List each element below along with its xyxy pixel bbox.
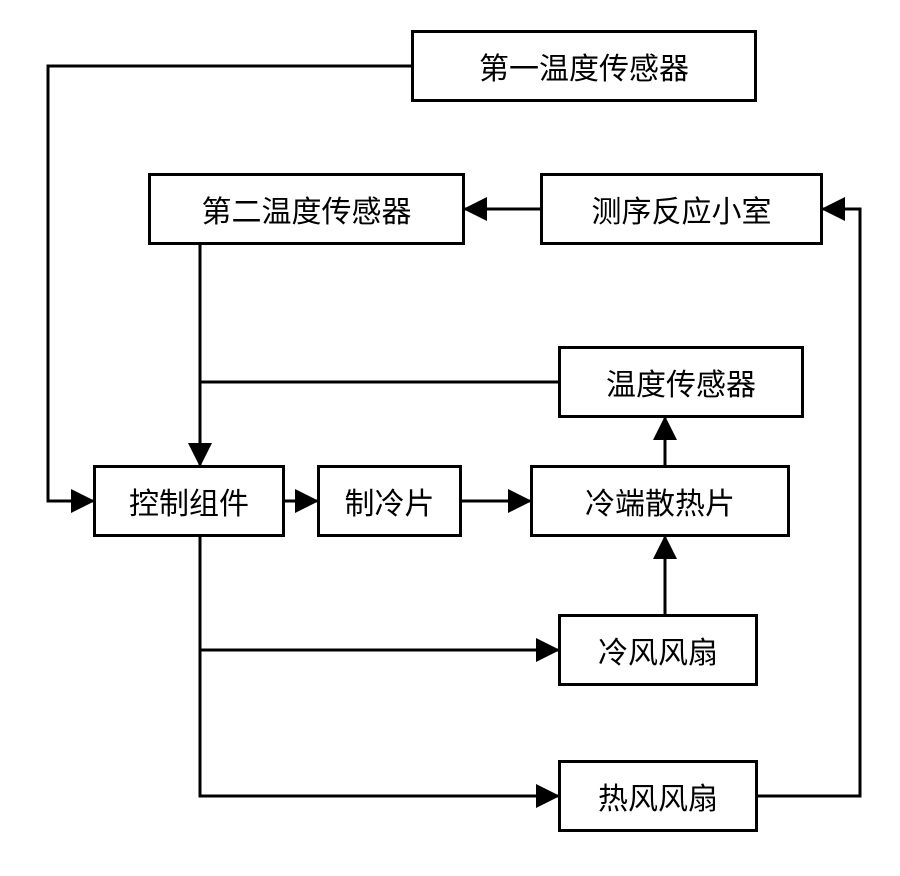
node-hot-fan: 热风风扇 — [558, 760, 758, 832]
edge-control-to-coldfan — [200, 537, 558, 650]
edge-first-temp-to-control — [48, 66, 411, 501]
node-label: 第二温度传感器 — [202, 187, 412, 231]
edge-control-to-hotfan — [200, 650, 558, 796]
node-cooler-chip: 制冷片 — [317, 465, 462, 537]
connector-layer — [0, 0, 900, 876]
node-temp-sensor: 温度传感器 — [558, 346, 804, 418]
node-label: 第一温度传感器 — [479, 44, 689, 88]
node-label: 控制组件 — [129, 479, 249, 523]
node-second-temp-sensor: 第二温度传感器 — [148, 173, 465, 245]
node-cold-fan: 冷风风扇 — [558, 614, 758, 686]
node-label: 温度传感器 — [606, 360, 756, 404]
node-label: 冷风风扇 — [598, 628, 718, 672]
node-label: 冷端散热片 — [585, 479, 735, 523]
node-seq-reaction-chamber: 测序反应小室 — [540, 173, 823, 245]
node-label: 测序反应小室 — [592, 187, 772, 231]
node-cold-heatsink: 冷端散热片 — [530, 465, 790, 537]
node-first-temp-sensor: 第一温度传感器 — [411, 30, 757, 102]
node-label: 制冷片 — [345, 479, 435, 523]
edge-temp-to-control — [200, 382, 558, 465]
node-label: 热风风扇 — [598, 774, 718, 818]
node-control-module: 控制组件 — [93, 465, 285, 537]
